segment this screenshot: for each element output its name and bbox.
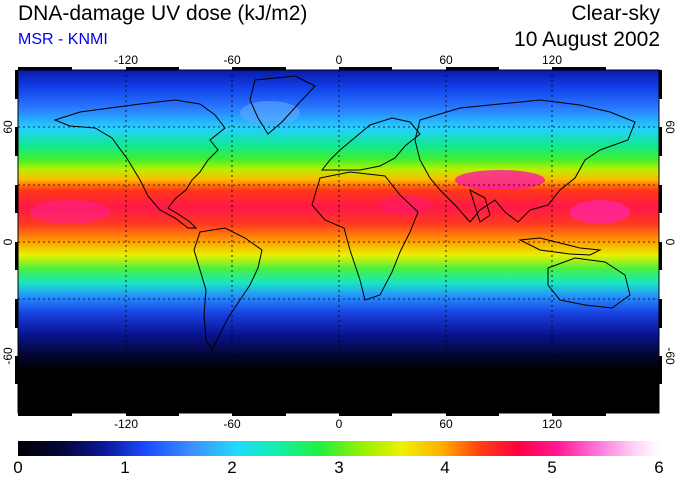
colorbar-tick-5: 5 — [547, 458, 557, 477]
colorbar — [18, 441, 659, 456]
hotspot-pacific-east — [30, 200, 110, 224]
coast-indonesia — [518, 237, 602, 256]
lon-label-bottom-3: 0 — [336, 417, 343, 431]
lon-label-top-1: -120 — [114, 53, 138, 67]
frame-ticks — [15, 67, 662, 416]
graticule — [18, 70, 659, 413]
lat-label-left-3: -60 — [1, 347, 15, 365]
colorbar-tick-0: 0 — [13, 458, 23, 477]
coast-europe — [320, 117, 421, 171]
coast-australia — [547, 257, 631, 309]
page-title: DNA-damage UV dose (kJ/m2) — [18, 2, 308, 25]
lon-label-top-4: 60 — [439, 53, 453, 67]
colorbar-tick-3: 3 — [334, 458, 344, 477]
uv-field — [18, 70, 659, 413]
colorbar-tick-4: 4 — [440, 458, 450, 477]
hotspot-pacific-west — [570, 200, 630, 224]
lon-label-bottom-5: 120 — [542, 417, 562, 431]
coast-india — [469, 188, 491, 223]
coast-south-america — [193, 227, 263, 352]
sky-condition: Clear-sky — [571, 2, 660, 25]
lon-label-bottom-2: -60 — [223, 417, 241, 431]
coast-antarctica — [17, 399, 660, 413]
lon-label-top-2: -60 — [223, 53, 241, 67]
lon-label-bottom-1: -120 — [114, 417, 138, 431]
coast-north-america — [53, 99, 226, 229]
date-label: 10 August 2002 — [514, 28, 660, 51]
lon-label-top-3: 0 — [336, 53, 343, 67]
hotspot-tibet — [455, 170, 545, 190]
coast-greenland — [249, 75, 316, 135]
coast-asia — [414, 99, 636, 223]
lat-label-right-2: 0 — [663, 239, 677, 246]
lon-label-bottom-4: 60 — [439, 417, 453, 431]
lat-label-right-1: 60 — [663, 120, 677, 134]
source-label: MSR - KNMI — [18, 31, 108, 48]
hotspot-sahara — [380, 195, 430, 215]
lat-label-left-2: 0 — [1, 238, 15, 245]
colorbar-tick-6: 6 — [654, 458, 664, 477]
map-frame — [17, 69, 660, 414]
northpole-blue — [240, 101, 300, 125]
lon-label-top-5: 120 — [542, 53, 562, 67]
lat-label-right-3: -60 — [663, 347, 677, 365]
colorbar-tick-2: 2 — [227, 458, 237, 477]
coast-africa — [311, 171, 419, 301]
coastlines — [17, 75, 660, 413]
colorbar-tick-1: 1 — [120, 458, 130, 477]
lat-label-left-1: 60 — [1, 120, 15, 134]
